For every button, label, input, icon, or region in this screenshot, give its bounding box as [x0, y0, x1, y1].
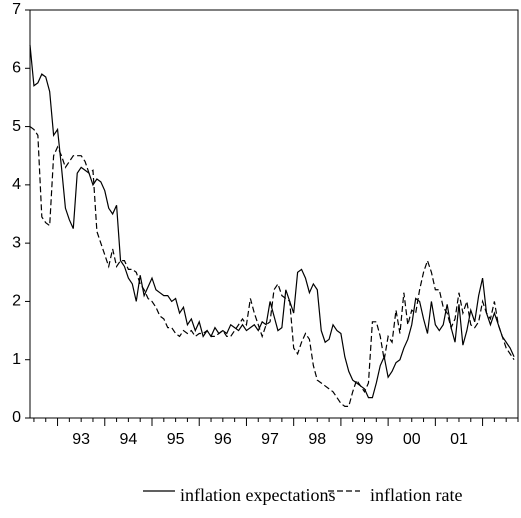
- legend-label: inflation expectations: [180, 485, 335, 505]
- y-tick-label: 1: [12, 351, 21, 368]
- x-tick-label: 01: [450, 431, 468, 448]
- y-tick-label: 5: [12, 118, 21, 135]
- series-line: [29, 44, 515, 399]
- x-tick-label: 98: [308, 431, 326, 448]
- x-tick-label: 97: [261, 431, 279, 448]
- plot-frame: [29, 9, 519, 419]
- y-tick-label: 2: [12, 293, 21, 310]
- x-tick-label: 99: [356, 431, 374, 448]
- y-tick-label: 3: [12, 234, 21, 251]
- series-line: [29, 126, 515, 407]
- y-tick-label: 7: [12, 1, 21, 18]
- x-tick-label: 93: [72, 431, 90, 448]
- legend-label: inflation rate: [370, 485, 462, 505]
- x-tick-label: 96: [214, 431, 232, 448]
- y-tick-label: 4: [12, 176, 21, 193]
- x-tick-label: 94: [119, 431, 137, 448]
- y-tick-label: 6: [12, 60, 21, 77]
- x-tick-label: 00: [403, 431, 421, 448]
- x-tick-label: 95: [167, 431, 185, 448]
- y-tick-label: 0: [12, 409, 21, 426]
